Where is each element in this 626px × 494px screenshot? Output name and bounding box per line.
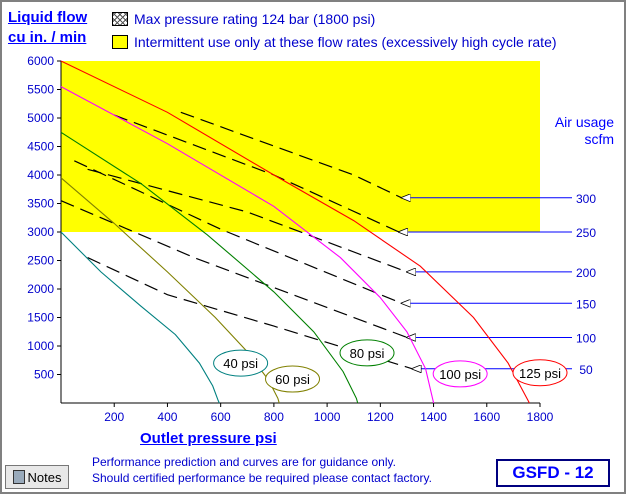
x-tick-label: 600 xyxy=(211,410,231,424)
y-tick-label: 500 xyxy=(34,368,54,382)
y-tick-label: 2500 xyxy=(27,254,54,268)
legend-label-intermittent: Intermittent use only at these flow rate… xyxy=(134,34,557,50)
series-label-100-psi: 100 psi xyxy=(439,367,481,382)
x-tick-label: 1400 xyxy=(420,410,447,424)
air-usage-value-300: 300 xyxy=(576,192,596,206)
y-tick-label: 6000 xyxy=(27,54,54,68)
y-tick-label: 4500 xyxy=(27,140,54,154)
series-40-psi xyxy=(60,231,220,404)
hatch-swatch-icon xyxy=(112,12,128,26)
notes-book-icon xyxy=(12,470,25,484)
series-80-psi xyxy=(60,131,359,404)
disclaimer-text: Performance prediction and curves are fo… xyxy=(92,454,432,486)
series-label-60-psi: 60 psi xyxy=(275,372,310,387)
air-usage-value-200: 200 xyxy=(576,266,596,280)
notes-button-label: Notes xyxy=(27,469,62,485)
x-tick-label: 400 xyxy=(157,410,177,424)
series-label-125-psi: 125 psi xyxy=(519,366,561,381)
y-tick-label: 4000 xyxy=(27,168,54,182)
series-60-psi xyxy=(60,177,280,404)
series-label-ellipse-125-psi xyxy=(512,359,568,387)
y-tick-label: 1500 xyxy=(27,311,54,325)
legend-item-max-pressure: Max pressure rating 124 bar (1800 psi) xyxy=(112,11,375,27)
x-tick-label: 800 xyxy=(264,410,284,424)
y-axis-title-line2: cu in. / min xyxy=(8,29,87,46)
notes-button[interactable]: Notes xyxy=(5,465,69,489)
air-usage-label-line1: Air usage xyxy=(554,114,614,130)
x-tick-label: 1200 xyxy=(367,410,394,424)
x-tick-label: 200 xyxy=(104,410,124,424)
air-usage-value-250: 250 xyxy=(576,226,596,240)
air-usage-label-line2: scfm xyxy=(584,131,614,147)
air-usage-label: Air usage scfm xyxy=(555,114,614,148)
y-axis-title: Liquid flow cu in. / min xyxy=(8,8,87,48)
disclaimer-line2: Should certified performance be required… xyxy=(92,471,432,485)
legend-label-max-pressure: Max pressure rating 124 bar (1800 psi) xyxy=(134,11,376,27)
series-125-psi xyxy=(60,60,530,404)
series-label-ellipse-60-psi xyxy=(265,365,321,393)
y-tick-label: 3500 xyxy=(27,197,54,211)
air-usage-line-100 xyxy=(60,200,408,338)
yellow-swatch-icon xyxy=(112,35,128,49)
air-usage-line-300 xyxy=(180,111,402,199)
x-tick-label: 1000 xyxy=(314,410,341,424)
x-tick-label: 1800 xyxy=(527,410,554,424)
air-usage-line-50 xyxy=(87,257,413,370)
legend-item-intermittent: Intermittent use only at these flow rate… xyxy=(112,34,557,50)
series-100-psi xyxy=(60,86,435,404)
y-tick-label: 2000 xyxy=(27,282,54,296)
air-usage-value-50: 50 xyxy=(579,363,593,377)
series-label-40-psi: 40 psi xyxy=(223,356,258,371)
y-axis-title-line1: Liquid flow xyxy=(8,9,88,26)
x-axis-title: Outlet pressure psi xyxy=(140,430,277,447)
disclaimer-line1: Performance prediction and curves are fo… xyxy=(92,455,396,469)
intermittent-zone xyxy=(61,61,540,232)
y-tick-label: 5500 xyxy=(27,83,54,97)
model-box: GSFD - 12 xyxy=(496,459,610,487)
series-label-ellipse-100-psi xyxy=(432,360,488,388)
series-label-ellipse-80-psi xyxy=(339,339,395,367)
y-tick-label: 1000 xyxy=(27,339,54,353)
x-tick-label: 1600 xyxy=(473,410,500,424)
air-usage-line-150 xyxy=(74,160,402,304)
y-tick-label: 5000 xyxy=(27,111,54,125)
air-usage-value-150: 150 xyxy=(576,297,596,311)
y-tick-label: 3000 xyxy=(27,225,54,239)
series-label-ellipse-40-psi xyxy=(213,349,269,377)
air-usage-value-100: 100 xyxy=(576,331,596,345)
series-label-80-psi: 80 psi xyxy=(350,346,385,361)
